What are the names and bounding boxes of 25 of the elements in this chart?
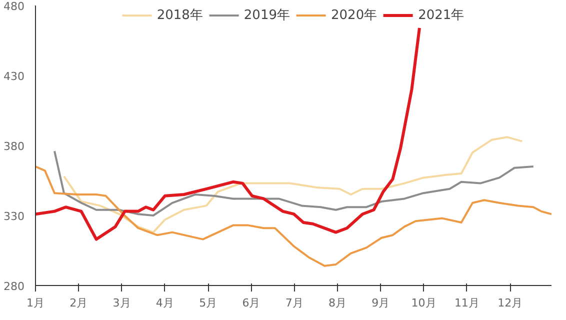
legend-label: 2018年 — [156, 7, 203, 24]
x-tick-label: 1月 — [26, 296, 44, 310]
x-tick-label: 7月 — [285, 296, 304, 310]
legend-label: 2020年 — [331, 7, 378, 24]
x-tick-label: 8月 — [328, 296, 347, 310]
y-tick-label: 480 — [4, 0, 25, 13]
x-tick-label: 3月 — [112, 296, 131, 310]
y-tick-label: 430 — [4, 70, 25, 83]
line-series — [36, 166, 552, 267]
x-tick-label: 2月 — [70, 296, 88, 310]
x-tick-label: 6月 — [242, 296, 260, 310]
y-tick-label: 330 — [4, 210, 25, 223]
y-tick-label: 280 — [4, 280, 25, 293]
line-series — [36, 26, 421, 241]
x-tick-label: 12月 — [498, 296, 523, 310]
x-tick-label: 4月 — [156, 296, 174, 310]
legend-label: 2019年 — [244, 7, 290, 24]
x-tick-label: 11月 — [454, 296, 480, 310]
legend-label: 2021年 — [418, 7, 464, 24]
y-tick-label: 380 — [4, 140, 25, 153]
line-series — [53, 150, 534, 216]
x-tick-label: 5月 — [199, 296, 218, 310]
x-tick-label: 10月 — [411, 296, 436, 310]
x-tick-label: 9月 — [372, 296, 390, 310]
line-series — [62, 136, 524, 234]
